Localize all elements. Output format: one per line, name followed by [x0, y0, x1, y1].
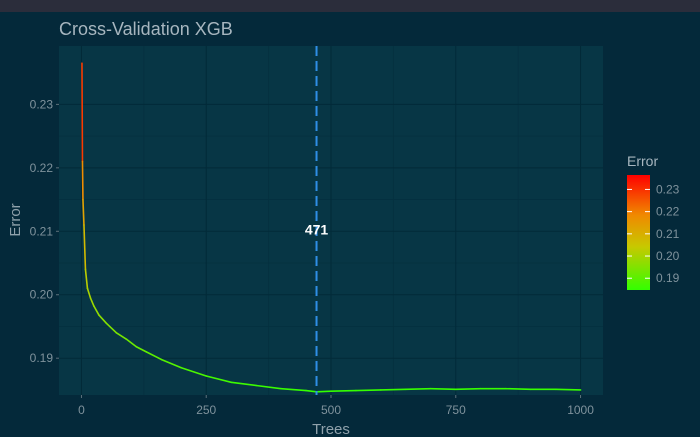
error-line-segment: [405, 387, 432, 391]
error-line-segment: [454, 387, 482, 391]
y-tick-label: 0.23: [30, 97, 54, 111]
x-tick-label: 1000: [567, 403, 594, 417]
error-line-segment: [89, 297, 95, 307]
legend-tick-label: 0.19: [656, 271, 680, 285]
error-line-segment: [255, 384, 282, 390]
legend-tick-label: 0.23: [656, 182, 680, 196]
y-axis-ticks: 0.19 0.20 0.21 0.22 0.23: [30, 97, 59, 365]
y-tick-label: 0.19: [30, 351, 54, 365]
legend-tick-label: 0.22: [656, 205, 680, 219]
y-tick-label: 0.22: [30, 161, 54, 175]
legend-tick-label: 0.21: [656, 227, 680, 241]
top-bar: [0, 0, 700, 12]
error-line-segment: [315, 390, 332, 393]
error-line-segment: [115, 332, 128, 340]
legend-tick-label: 0.20: [656, 249, 680, 263]
y-tick-label: 0.20: [30, 288, 54, 302]
error-line-segment: [86, 287, 92, 299]
error-series: [81, 62, 582, 393]
error-line-segment: [330, 389, 357, 392]
error-line-segment: [125, 338, 138, 348]
x-tick-label: 250: [196, 403, 216, 417]
legend-title: Error: [627, 153, 658, 169]
x-axis-title: Trees: [312, 421, 350, 437]
error-line-segment: [205, 375, 232, 384]
error-line-segment: [82, 198, 85, 226]
error-line-segment: [504, 387, 532, 391]
error-line-segment: [180, 366, 208, 377]
x-tick-label: 0: [78, 403, 85, 417]
chart-title: Cross-Validation XGB: [59, 19, 233, 39]
error-line-segment: [145, 351, 163, 361]
error-line-segment: [83, 224, 87, 271]
y-tick-label: 0.21: [30, 224, 54, 238]
error-line-segment: [93, 305, 100, 316]
error-line-segment: [380, 388, 407, 391]
x-tick-label: 500: [321, 403, 341, 417]
error-line-segment: [554, 388, 582, 391]
x-axis-ticks: 0 250 500 750 1000: [78, 395, 594, 417]
legend-colorbar: [627, 175, 650, 290]
y-axis-title: Error: [7, 203, 24, 236]
error-line-segment: [98, 314, 108, 325]
x-tick-label: 750: [446, 403, 466, 417]
legend-ticks: 0.23 0.22 0.21 0.20 0.19: [627, 182, 680, 285]
error-line-segment: [280, 387, 307, 392]
error-line-segment: [355, 389, 382, 392]
error-line-segment: [84, 268, 89, 290]
error-line-segment: [230, 381, 257, 387]
error-line-segment: [105, 322, 118, 334]
optimal-trees-label: 471: [305, 221, 329, 237]
error-line-segment: [305, 389, 318, 393]
error-line-segment: [430, 387, 457, 391]
error-line-segment: [160, 358, 183, 369]
error-line-segment: [135, 345, 148, 353]
